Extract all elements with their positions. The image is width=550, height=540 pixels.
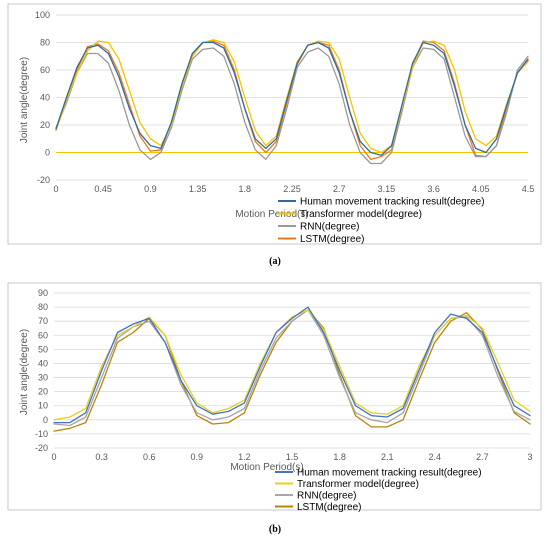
- x-tick-label: 0.6: [143, 452, 156, 462]
- x-tick-label: 1.35: [189, 184, 207, 194]
- legend-label: LSTM(degree): [300, 234, 364, 245]
- x-tick-label: 4.5: [522, 184, 535, 194]
- y-tick-label: 10: [38, 401, 48, 411]
- panel-b-border: [7, 282, 542, 511]
- panel-a-y-axis-label: Joint angle(degree): [19, 57, 30, 143]
- y-tick-label: 20: [38, 387, 48, 397]
- panel-a-x-ticks: 0 0.45 0.9 1.35 1.8 2.25 2.7 3.15 3.6 4.05 4.5: [53, 184, 534, 194]
- x-tick-label: 3.6: [427, 184, 440, 194]
- x-tick-label: 1.5: [286, 452, 299, 462]
- panel-b-series: [53, 306, 531, 432]
- y-tick-label: 40: [40, 93, 50, 103]
- y-tick-label: 100: [35, 10, 50, 20]
- legend-label: RNN(degree): [300, 222, 359, 233]
- y-tick-label: 30: [38, 373, 48, 383]
- legend-label: Transformer model(degree): [300, 209, 422, 220]
- x-tick-label: 2.7: [333, 184, 346, 194]
- panel-b-legend: Human movement tracking result(degree)Tr…: [275, 468, 482, 513]
- x-tick-label: 0.9: [144, 184, 157, 194]
- y-tick-label: 80: [40, 38, 50, 48]
- series-line-human-movement-tracking-result-degree: [55, 41, 529, 156]
- x-tick-label: 3: [527, 452, 532, 462]
- y-tick-label: -20: [37, 175, 50, 185]
- x-tick-label: 0: [53, 184, 58, 194]
- x-tick-label: 0.3: [95, 452, 108, 462]
- y-tick-label: 0: [43, 415, 48, 425]
- x-tick-label: 4.05: [472, 184, 490, 194]
- y-tick-label: 90: [38, 288, 48, 298]
- x-tick-label: 3.15: [378, 184, 396, 194]
- panel-b: -20 -10 0 10 20 30 40 50 60 70 80 90 0 0.3 0.6 0.9 1.2 1…: [7, 282, 542, 513]
- x-tick-label: 0.45: [94, 184, 112, 194]
- legend-label: RNN(degree): [297, 491, 356, 502]
- y-tick-label: 50: [38, 344, 48, 354]
- y-tick-label: 60: [40, 65, 50, 75]
- panel-a-y-ticks: -20 0 20 40 60 80 100: [35, 10, 50, 185]
- x-tick-label: 1.2: [238, 452, 251, 462]
- legend-label: Human movement tracking result(degree): [300, 197, 485, 208]
- panel-a-caption: (a): [269, 256, 281, 267]
- legend-label: Human movement tracking result(degree): [297, 468, 482, 479]
- panel-b-x-axis-label: Motion Period(s): [230, 462, 303, 473]
- y-tick-label: 60: [38, 330, 48, 340]
- x-tick-label: 1.8: [333, 452, 346, 462]
- x-tick-label: 1.8: [239, 184, 252, 194]
- x-tick-label: 0.9: [191, 452, 204, 462]
- series-line-rnn-degree: [55, 47, 529, 165]
- panel-a-series: [55, 39, 529, 165]
- panel-a-legend: Human movement tracking result(degree)Tr…: [278, 197, 485, 245]
- y-tick-label: 80: [38, 302, 48, 312]
- panel-b-gridlines: [54, 292, 530, 449]
- x-tick-label: 2.1: [381, 452, 394, 462]
- x-tick-label: 0: [51, 452, 56, 462]
- panel-b-y-axis-label: Joint angle(degree): [19, 329, 30, 415]
- x-tick-label: 2.4: [429, 452, 442, 462]
- panel-b-caption: (b): [269, 524, 281, 535]
- y-tick-label: 20: [40, 120, 50, 130]
- panel-b-x-ticks: 0 0.3 0.6 0.9 1.2 1.5 1.8 2.1 2.4 2.7 3: [51, 452, 532, 462]
- y-tick-label: -10: [35, 429, 48, 439]
- x-tick-label: 2.7: [476, 452, 489, 462]
- legend-label: Transformer model(degree): [297, 479, 419, 490]
- y-tick-label: -20: [35, 443, 48, 453]
- series-line-human-movement-tracking-result-degree: [53, 306, 531, 424]
- panel-a-border: [7, 3, 542, 245]
- panel-a-x-axis-label: Motion Period(s): [235, 209, 308, 220]
- x-tick-label: 2.25: [283, 184, 301, 194]
- y-tick-label: 40: [38, 358, 48, 368]
- series-line-rnn-degree: [53, 309, 531, 427]
- legend-label: LSTM(degree): [297, 502, 361, 513]
- y-tick-label: 0: [45, 148, 50, 158]
- panel-a-gridlines: [56, 14, 528, 181]
- y-tick-label: 70: [38, 316, 48, 326]
- series-line-transformer-model-degree: [53, 309, 531, 421]
- panel-b-y-ticks: -20 -10 0 10 20 30 40 50 60 70 80 90: [35, 288, 48, 453]
